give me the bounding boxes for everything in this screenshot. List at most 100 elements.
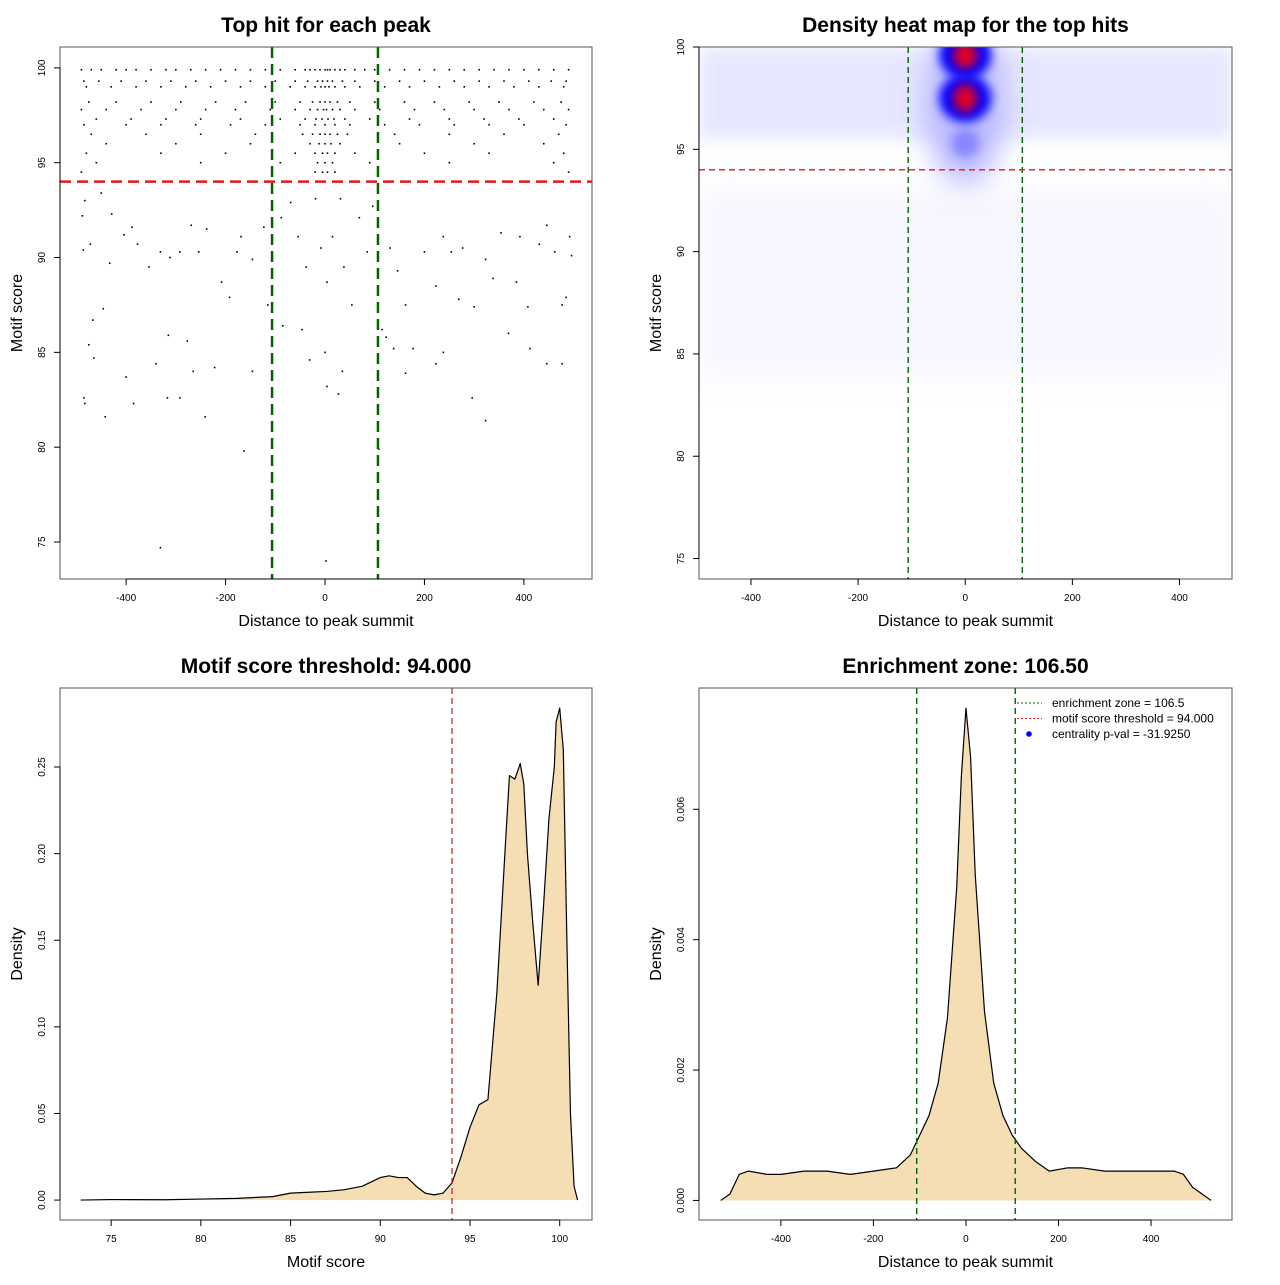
data-point: [267, 304, 269, 306]
data-point: [557, 133, 560, 136]
data-point: [80, 171, 83, 173]
data-point: [568, 235, 571, 238]
data-point: [314, 197, 317, 200]
data-point: [320, 86, 322, 88]
data-point: [354, 108, 356, 111]
chart-title: Motif score threshold: 94.000: [181, 655, 472, 678]
data-point: [229, 123, 232, 126]
data-point: [167, 334, 170, 337]
data-point: [125, 376, 127, 378]
data-point: [97, 80, 100, 82]
data-point: [473, 142, 475, 145]
data-point: [324, 86, 326, 88]
data-point: [344, 68, 346, 71]
data-point: [280, 216, 283, 219]
data-point: [243, 450, 245, 452]
x-tick-label: 80: [195, 1234, 207, 1245]
data-point: [453, 123, 456, 126]
data-point: [100, 68, 103, 71]
data-point: [326, 385, 328, 388]
x-tick-label: 200: [1064, 593, 1081, 604]
data-point: [433, 101, 436, 103]
y-tick-label: 75: [676, 553, 687, 565]
data-point: [488, 86, 490, 88]
data-point: [165, 68, 167, 71]
data-point: [314, 171, 316, 173]
data-point: [403, 68, 406, 71]
data-point: [184, 86, 187, 88]
data-point: [433, 68, 436, 71]
data-point: [483, 118, 485, 120]
data-point: [329, 133, 331, 136]
data-point: [527, 306, 529, 308]
data-point: [398, 142, 401, 145]
data-point: [327, 118, 329, 120]
data-point: [175, 108, 177, 111]
data-point: [498, 101, 500, 103]
data-point: [309, 68, 311, 71]
data-point: [378, 108, 381, 111]
x-tick-label: -200: [848, 593, 868, 604]
data-point: [334, 152, 336, 155]
data-point: [321, 152, 324, 155]
data-point: [244, 101, 247, 103]
panel-4: -400 -200 0 200 400 0.000 0.002 0.004 0.006 Enric…: [648, 655, 1233, 1271]
data-point: [192, 370, 195, 373]
data-point: [371, 205, 374, 208]
data-point: [404, 372, 407, 375]
density-area: [720, 708, 1212, 1201]
data-point: [552, 161, 555, 164]
data-point: [343, 266, 345, 268]
data-point: [274, 101, 277, 103]
data-point: [448, 161, 451, 164]
data-point: [102, 307, 105, 310]
x-tick-label: 400: [1171, 593, 1188, 604]
data-point: [160, 123, 162, 126]
data-point: [473, 108, 475, 111]
data-point: [552, 118, 555, 120]
data-point: [83, 80, 85, 82]
data-point: [145, 80, 147, 82]
data-point: [319, 101, 321, 103]
y-tick-label: 0.20: [37, 843, 48, 863]
data-point: [90, 133, 93, 136]
data-point: [339, 142, 341, 145]
data-point: [570, 254, 573, 257]
legend-label: motif score threshold = 94.000: [1052, 712, 1214, 726]
x-tick-label: -400: [771, 1234, 791, 1245]
data-point: [88, 343, 90, 346]
data-point: [326, 68, 329, 71]
data-point: [234, 68, 237, 71]
data-point: [324, 123, 326, 126]
data-point: [324, 161, 326, 164]
data-point: [358, 216, 361, 219]
density-curve: [720, 707, 1212, 1201]
data-point: [236, 251, 238, 253]
legend-dot-icon: [1026, 731, 1032, 737]
data-point: [528, 80, 530, 82]
data-point: [123, 233, 125, 236]
data-point: [326, 152, 329, 155]
y-tick-label: 0.25: [37, 757, 48, 777]
x-tick-label: -400: [741, 593, 761, 604]
x-tick-label: 400: [1143, 1234, 1160, 1245]
data-point: [314, 86, 316, 88]
data-point: [334, 123, 336, 126]
data-point: [240, 235, 242, 238]
data-point: [331, 80, 334, 82]
data-point: [140, 108, 142, 111]
data-point: [457, 298, 460, 301]
data-point: [418, 123, 421, 126]
data-point: [321, 118, 323, 120]
data-point: [319, 133, 321, 136]
data-point: [321, 80, 324, 82]
data-point: [81, 214, 84, 217]
data-point: [135, 86, 137, 88]
data-point: [443, 108, 446, 111]
data-point: [500, 232, 502, 234]
data-point: [306, 80, 309, 82]
x-tick-label: 400: [516, 593, 533, 604]
data-point: [305, 266, 307, 268]
y-tick-label: 0.15: [37, 930, 48, 950]
